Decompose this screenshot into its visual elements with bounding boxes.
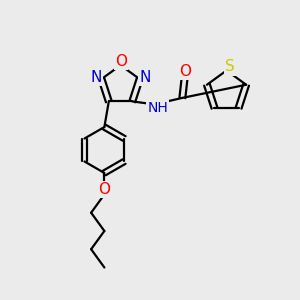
Text: O: O (98, 182, 110, 197)
Text: O: O (115, 54, 127, 69)
Text: NH: NH (148, 101, 168, 115)
Text: N: N (139, 70, 151, 85)
Text: S: S (225, 59, 235, 74)
Text: N: N (91, 70, 102, 85)
Text: O: O (179, 64, 191, 79)
